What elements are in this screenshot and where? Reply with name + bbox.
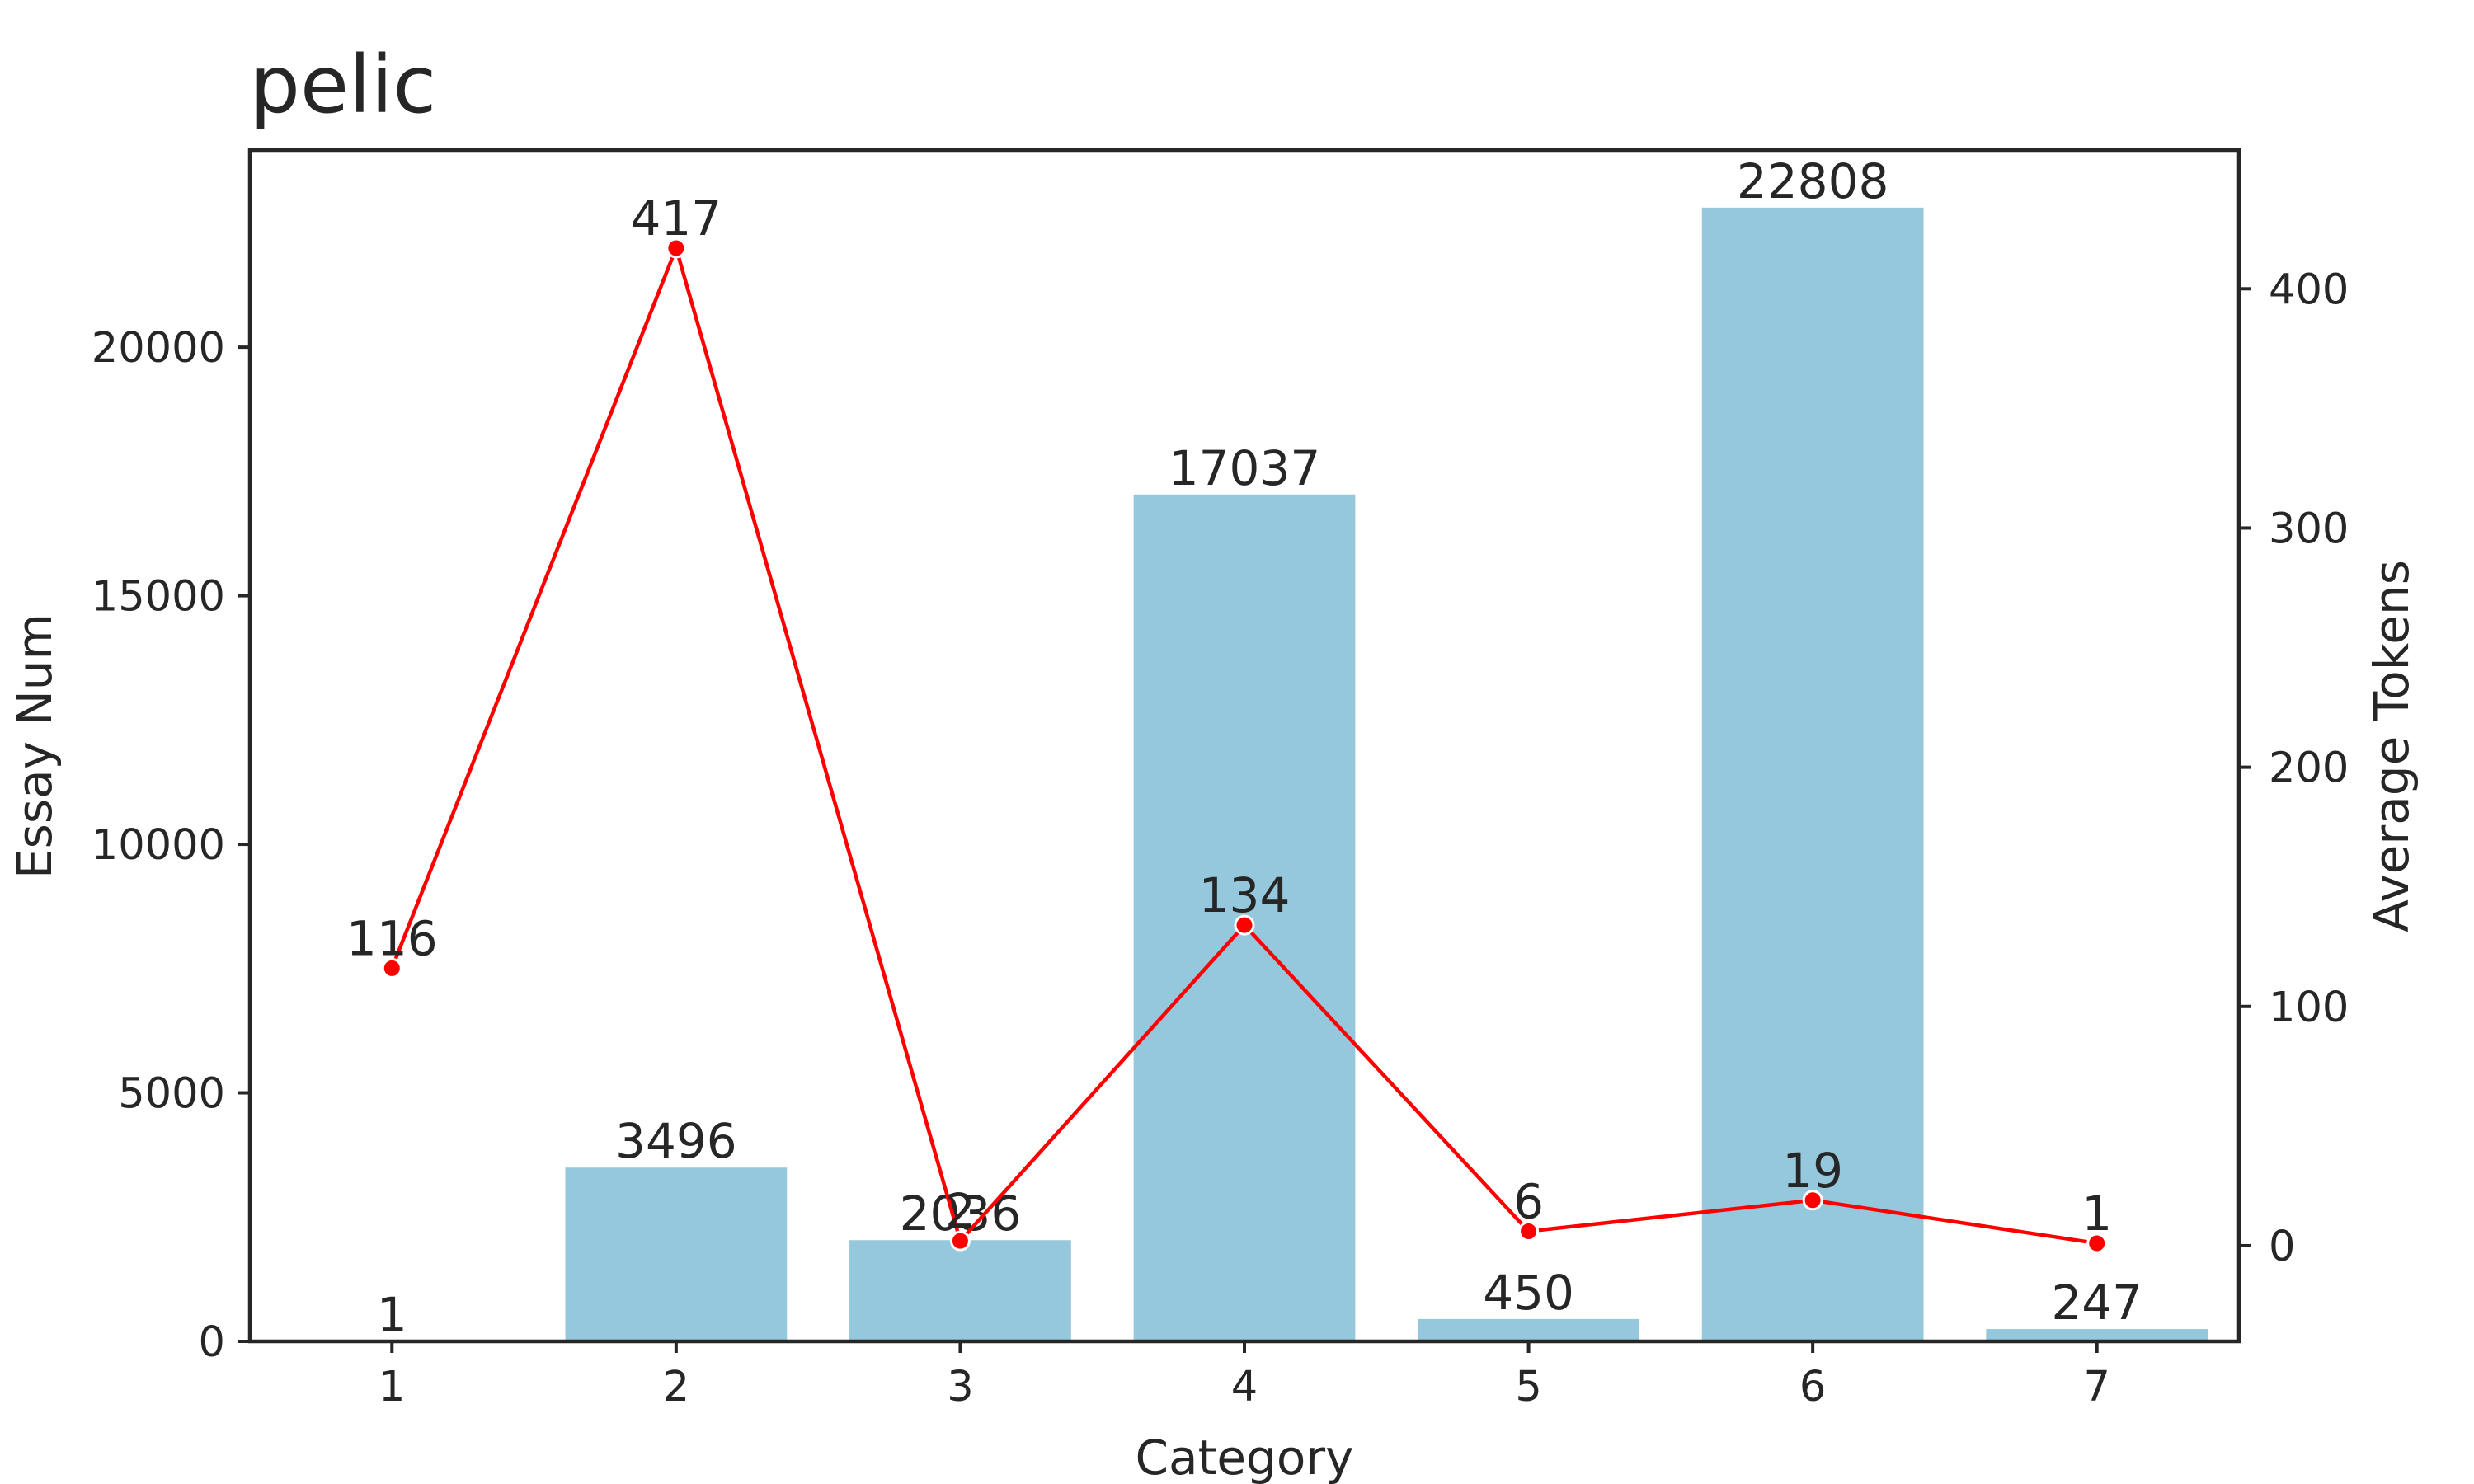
line-point — [949, 1230, 971, 1252]
x-tick-label: 1 — [379, 1363, 405, 1411]
bar — [1418, 1318, 1639, 1341]
x-tick-label: 4 — [1231, 1363, 1258, 1411]
y-tick-label: 15000 — [92, 573, 225, 622]
line-point — [1234, 914, 1255, 936]
y2-tick-label: 100 — [2269, 984, 2349, 1032]
y2-tick-label: 0 — [2269, 1223, 2295, 1271]
line-value-label: 1 — [2081, 1186, 2112, 1242]
bar-value-label: 1 — [377, 1287, 407, 1343]
bar — [565, 1167, 788, 1341]
y-axis-label: Essay Num — [7, 613, 63, 879]
y-axis-right: 0 100 200 300 400 — [2239, 265, 2349, 1271]
x-axis-label: Category — [1136, 1430, 1354, 1484]
bar-value-label: 247 — [2051, 1275, 2142, 1331]
y-tick-label: 5000 — [118, 1070, 225, 1119]
bars-layer — [280, 207, 2208, 1341]
line-value-label: 19 — [1782, 1143, 1843, 1199]
bar — [1701, 207, 1924, 1341]
y-tick-label: 10000 — [92, 821, 225, 870]
x-tick-label: 7 — [2083, 1363, 2109, 1411]
y2-tick-label: 200 — [2269, 744, 2349, 793]
x-axis: 1 2 3 4 5 6 7 — [379, 1341, 2110, 1411]
x-tick-label: 6 — [1799, 1363, 1826, 1411]
line-value-label: 417 — [630, 190, 722, 247]
bar-value-label: 17037 — [1169, 440, 1321, 496]
line-point — [1518, 1221, 1540, 1242]
y-axis-left: 0 5000 10000 15000 20000 — [92, 324, 250, 1367]
x-tick-label: 2 — [663, 1363, 689, 1411]
line-point — [2086, 1233, 2108, 1254]
line-value-label: 134 — [1199, 867, 1291, 923]
bar — [849, 1240, 1071, 1341]
bar — [1986, 1329, 2208, 1341]
chart-title: pelic — [250, 39, 436, 131]
x-tick-label: 3 — [947, 1363, 973, 1411]
line-value-label: 2 — [945, 1183, 976, 1239]
line-point — [666, 237, 687, 259]
x-tick-label: 5 — [1515, 1363, 1541, 1411]
line-value-label: 6 — [1513, 1174, 1544, 1230]
bar-value-label: 22808 — [1737, 153, 1889, 209]
line-labels-layer: 116 417 2 134 6 19 1 — [346, 190, 2112, 1242]
bar-value-label: 450 — [1483, 1265, 1574, 1321]
line-layer — [381, 237, 2108, 1254]
line-point — [381, 957, 402, 979]
y-tick-label: 20000 — [92, 324, 225, 373]
bar-value-label: 3496 — [615, 1113, 737, 1169]
y2-tick-label: 400 — [2269, 265, 2349, 314]
y2-axis-label: Average Tokens — [2363, 560, 2420, 932]
line-value-label: 116 — [346, 910, 438, 966]
y2-tick-label: 300 — [2269, 505, 2349, 553]
y-tick-label: 0 — [199, 1318, 225, 1367]
line-point — [1802, 1190, 1823, 1211]
